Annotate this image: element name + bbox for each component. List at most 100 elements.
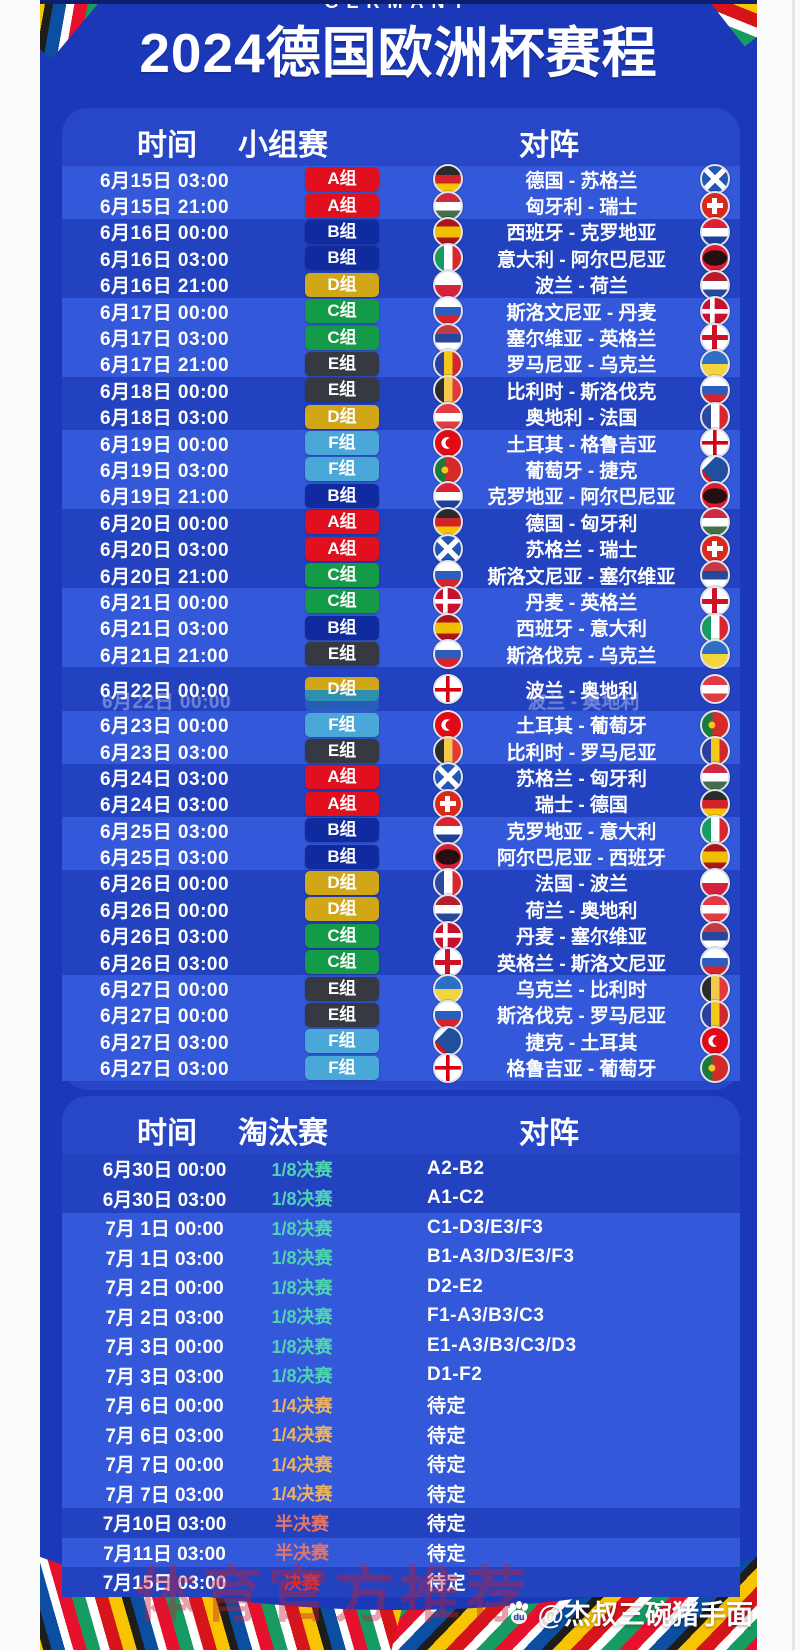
- match-teams: 瑞士 - 德国: [535, 795, 628, 817]
- match-row: 6月24日 03:00 A组 苏格兰 - 匈牙利: [62, 762, 740, 793]
- group-badge-cell: A组: [267, 510, 417, 535]
- group-badge: F组: [305, 431, 379, 456]
- group-badge: D组: [305, 272, 379, 297]
- match-time: 6月18日 00:00: [99, 381, 230, 403]
- match-pairing: 待定: [427, 1514, 467, 1536]
- stage-label: 半决赛: [275, 1513, 329, 1534]
- match-time: 7月 1日 03:00: [105, 1248, 224, 1270]
- flag-sco-icon: [700, 164, 730, 195]
- flag-hu-icon: [700, 507, 730, 538]
- match-teams: 英格兰 - 斯洛文尼亚: [497, 953, 666, 975]
- group-badge-cell: C组: [267, 589, 417, 614]
- match-row: 6月23日 03:00 E组 比利时 - 罗马尼亚: [62, 736, 740, 767]
- group-badge-cell: D组: [267, 272, 417, 297]
- group-stage-panel: 时间 小组赛 对阵 6月15日 03:00 A组 德国 - 苏格兰 6月15日 …: [62, 108, 740, 1090]
- flag-nl-icon: [433, 894, 463, 925]
- stage-label: 1/8决赛: [271, 1159, 333, 1180]
- match-row: 6月17日 00:00 C组 斯洛文尼亚 - 丹麦: [62, 296, 740, 327]
- match-row: 6月17日 21:00 E组 罗马尼亚 - 乌克兰: [62, 348, 740, 379]
- match-time: 6月21日 21:00: [99, 645, 230, 667]
- flag-hr-icon: [433, 815, 463, 846]
- flag-it-icon: [433, 243, 463, 274]
- match-row: 6月27日 00:00 E组 斯洛伐克 - 罗马尼亚: [62, 999, 740, 1030]
- flag-de-icon: [433, 164, 463, 195]
- match-row: 6月21日 03:00 B组 西班牙 - 意大利: [62, 612, 740, 643]
- flag-it-icon: [700, 815, 730, 846]
- match-pairing: 待定: [427, 1425, 467, 1447]
- match-time: 6月21日 00:00: [99, 592, 230, 614]
- match-time: 6月20日 00:00: [99, 513, 230, 535]
- match-row: 6月15日 03:00 A组 德国 - 苏格兰: [62, 164, 740, 195]
- flag-ge-icon: [700, 428, 730, 459]
- match-teams: 奥地利 - 法国: [525, 408, 638, 430]
- knockout-row: 6月30日 03:00 1/8决赛 A1-C2: [62, 1183, 740, 1213]
- match-teams: 波兰 - 荷兰: [535, 276, 628, 298]
- match-row: 6月19日 03:00 F组 葡萄牙 - 捷克: [62, 454, 740, 485]
- flag-rs-icon: [700, 560, 730, 591]
- match-time: 6月17日 03:00: [99, 329, 230, 351]
- knockout-row: 7月 2日 00:00 1/8决赛 D2-E2: [62, 1272, 740, 1302]
- flag-ch-icon: [700, 190, 730, 221]
- group-badge: B组: [305, 219, 379, 244]
- poster-title: 2024德国欧洲杯赛程: [139, 22, 658, 84]
- match-row: 6月27日 03:00 F组 捷克 - 土耳其: [62, 1026, 740, 1057]
- group-badge: A组: [305, 765, 379, 790]
- group-badge-cell: E组: [267, 378, 417, 403]
- flag-sco-icon: [433, 762, 463, 793]
- stage-label: 1/4决赛: [271, 1395, 333, 1416]
- knockout-row: 6月30日 00:00 1/8决赛 A2-B2: [62, 1154, 740, 1184]
- knockout-row: 7月 1日 00:00 1/8决赛 C1-D3/E3/F3: [62, 1213, 740, 1243]
- right-edge-line: [792, 0, 795, 1650]
- header-group-stage: 小组赛: [238, 129, 328, 162]
- match-row: 6月16日 00:00 B组 西班牙 - 克罗地亚: [62, 216, 740, 247]
- group-badge: D组: [305, 870, 379, 895]
- match-teams: 丹麦 - 英格兰: [525, 592, 638, 614]
- flag-at-icon: [433, 401, 463, 432]
- flag-rs-icon: [700, 920, 730, 951]
- match-pairing: B1-A3/D3/E3/F3: [427, 1246, 575, 1268]
- group-badge-cell: A组: [267, 167, 417, 192]
- group-badge: A组: [305, 791, 379, 816]
- flag-ua-icon: [433, 973, 463, 1004]
- match-pairing: F1-A3/B3/C3: [427, 1305, 545, 1327]
- knockout-row: 7月10日 03:00 半决赛 待定: [62, 1508, 740, 1538]
- match-teams: 斯洛文尼亚 - 塞尔维亚: [487, 566, 676, 588]
- group-badge-cell: D组: [267, 870, 417, 895]
- match-teams: 苏格兰 - 匈牙利: [516, 768, 647, 790]
- match-time: 6月22日 00:00: [99, 680, 230, 702]
- match-time: 6月26日 00:00: [99, 874, 230, 896]
- knockout-row: 7月 2日 03:00 1/8决赛 F1-A3/B3/C3: [62, 1301, 740, 1331]
- stage-label: 1/8决赛: [271, 1277, 333, 1298]
- knockout-rows: 6月30日 00:00 1/8决赛 A2-B2 6月30日 03:00 1/8决…: [62, 1154, 740, 1597]
- flag-pt-icon: [700, 1052, 730, 1083]
- match-time: 6月26日 00:00: [99, 900, 230, 922]
- flag-tr-icon: [433, 709, 463, 740]
- knockout-row: 7月 1日 03:00 1/8决赛 B1-A3/D3/E3/F3: [62, 1242, 740, 1272]
- flag-nl-icon: [700, 269, 730, 300]
- match-time: 6月15日 21:00: [99, 197, 230, 219]
- match-teams: 斯洛伐克 - 乌克兰: [506, 645, 657, 667]
- match-time: 6月18日 03:00: [99, 408, 230, 430]
- knockout-header: 时间 淘汰赛 对阵: [62, 1096, 740, 1154]
- flag-fr-icon: [700, 401, 730, 432]
- match-row: 6月22日 00:00 D组 波兰 - 奥地利: [62, 667, 740, 712]
- match-pairing: E1-A3/B3/C3/D3: [427, 1334, 577, 1356]
- group-badge: F组: [305, 1029, 379, 1054]
- group-badge: E组: [305, 642, 379, 667]
- match-time: 6月30日 00:00: [102, 1160, 227, 1182]
- match-time: 6月19日 00:00: [99, 434, 230, 456]
- knockout-row: 7月 3日 00:00 1/8决赛 E1-A3/B3/C3/D3: [62, 1331, 740, 1361]
- group-badge-cell: C组: [267, 563, 417, 588]
- stage-label: 1/8决赛: [271, 1248, 333, 1269]
- match-time: 6月15日 03:00: [99, 170, 230, 192]
- header-matchup: 对阵: [519, 129, 579, 162]
- flag-si-icon: [433, 296, 463, 327]
- group-badge-cell: E组: [267, 976, 417, 1001]
- group-badge: A组: [305, 536, 379, 561]
- group-badge: B组: [305, 818, 379, 843]
- group-badge-cell: B组: [267, 844, 417, 869]
- match-time: 7月 1日 00:00: [105, 1219, 224, 1241]
- match-teams: 比利时 - 罗马尼亚: [506, 742, 657, 764]
- group-badge: E组: [305, 976, 379, 1001]
- header-knockout: 淘汰赛: [238, 1117, 328, 1150]
